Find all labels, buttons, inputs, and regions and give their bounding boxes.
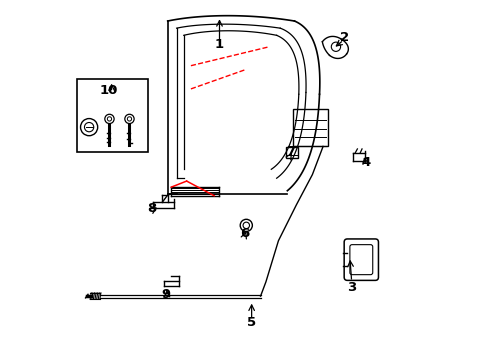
Bar xyxy=(285,147,298,158)
Text: 5: 5 xyxy=(246,316,256,329)
Text: 4: 4 xyxy=(361,156,370,168)
Text: 1: 1 xyxy=(215,38,224,51)
Text: 9: 9 xyxy=(161,288,170,301)
Text: 2: 2 xyxy=(339,31,348,44)
Bar xyxy=(292,109,327,146)
Text: 10: 10 xyxy=(100,84,118,97)
Text: 6: 6 xyxy=(240,227,248,240)
Bar xyxy=(77,79,148,153)
Text: 7: 7 xyxy=(286,145,295,158)
Text: 3: 3 xyxy=(346,281,356,294)
Text: 8: 8 xyxy=(147,202,156,215)
